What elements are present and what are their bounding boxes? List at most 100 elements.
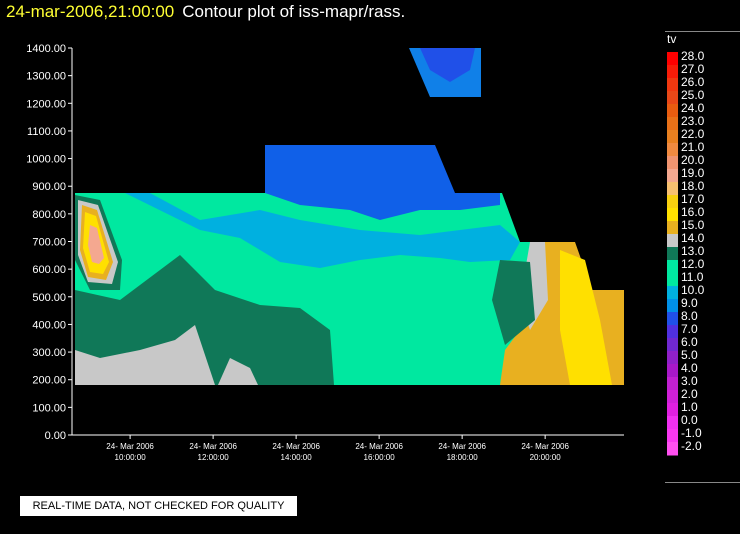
colorbar-swatch [667,143,678,157]
contour-region-yellow [560,250,612,385]
colorbar-label: 4.0 [681,361,698,375]
contour-region-darkgreen-right [492,260,535,345]
contour-region-deepblue [420,48,475,82]
colorbar-label: 26.0 [681,75,705,89]
colorbar-label: 3.0 [681,374,698,388]
colorbar-label: 23.0 [681,114,705,128]
colorbar-label: 10.0 [681,283,705,297]
colorbar-swatch [667,117,678,131]
colorbar-swatch [667,195,678,209]
colorbar-label: 21.0 [681,140,705,154]
colorbar-swatch [667,247,678,261]
colorbar-swatch [667,325,678,339]
colorbar-swatch [667,442,678,456]
x-tick-label-time: 12:00:00 [198,453,230,462]
quality-notice: REAL-TIME DATA, NOT CHECKED FOR QUALITY [20,496,297,516]
x-tick-label-time: 20:00:00 [530,453,562,462]
colorbar-swatch [667,91,678,105]
colorbar-label: 15.0 [681,218,705,232]
y-tick-label: 900.00 [32,181,66,193]
y-tick-label: 0.00 [45,430,66,442]
colorbar-label: 27.0 [681,62,705,76]
y-tick-label: 500.00 [32,292,66,304]
colorbar-label: 17.0 [681,192,705,206]
y-tick-label: 400.00 [32,319,66,331]
chart-title: 24-mar-2006,21:00:00 Contour plot of iss-… [6,2,405,22]
x-tick-label-date: 24- Mar 2006 [106,442,154,451]
colorbar-label: 12.0 [681,257,705,271]
y-tick-label: 1000.00 [26,154,66,166]
x-tick-label-time: 10:00:00 [115,453,147,462]
y-tick-label: 1400.00 [26,43,66,55]
colorbar-swatch [667,156,678,170]
colorbar-label: 5.0 [681,348,698,362]
colorbar-swatch [667,208,678,222]
y-tick-label: 200.00 [32,375,66,387]
colorbar-label: 9.0 [681,296,698,310]
colorbar-label: 11.0 [681,270,704,284]
y-tick-label: 1300.00 [26,71,66,83]
x-tick-label-date: 24- Mar 2006 [438,442,486,451]
colorbar-swatch [667,65,678,79]
colorbar-swatch [667,299,678,313]
plot-area [75,48,624,385]
colorbar-swatch [667,260,678,274]
colorbar-title: tv [667,32,677,46]
colorbar-label: 8.0 [681,309,698,323]
colorbar-swatch [667,78,678,92]
colorbar-top-rule [665,31,740,32]
colorbar-swatch [667,104,678,118]
colorbar-label: 24.0 [681,101,705,115]
colorbar-label: 19.0 [681,166,705,180]
title-timestamp: 24-mar-2006,21:00:00 [6,2,175,21]
contour-region-lightblue [125,193,520,268]
colorbar-swatch [667,403,678,417]
colorbar-swatch [667,377,678,391]
colorbar-label: 20.0 [681,153,705,167]
x-tick-label-time: 16:00:00 [364,453,396,462]
y-tick-label: 700.00 [32,237,66,249]
colorbar-swatch [667,234,678,248]
colorbar-label: 1.0 [681,400,698,414]
colorbar-label: 6.0 [681,335,698,349]
colorbar-swatch [667,182,678,196]
x-tick-label-date: 24- Mar 2006 [189,442,237,451]
colorbar-label: 22.0 [681,127,705,141]
y-tick-label: 800.00 [32,209,66,221]
colorbar-label: 0.0 [681,413,698,427]
x-tick-label-time: 14:00:00 [281,453,313,462]
colorbar-swatch [667,390,678,404]
colorbar-bottom-rule [665,482,740,483]
colorbar-label: -2.0 [681,439,702,453]
y-tick-label: 1100.00 [27,126,66,138]
colorbar-swatch [667,338,678,352]
colorbar-swatch [667,364,678,378]
y-tick-label: 1200.00 [26,98,66,110]
colorbar-label: 25.0 [681,88,705,102]
colorbar-swatch [667,351,678,365]
y-tick-label: 100.00 [32,402,66,414]
title-text: Contour plot of iss-mapr/rass. [182,2,406,21]
colorbar-label: 16.0 [681,205,705,219]
colorbar-swatch [667,273,678,287]
colorbar-swatch [667,429,678,443]
colorbar-label: -1.0 [681,426,702,440]
x-tick-label-date: 24- Mar 2006 [272,442,320,451]
colorbar-label: 28.0 [681,49,705,63]
x-tick-label-time: 18:00:00 [447,453,479,462]
colorbar [667,52,678,456]
colorbar-swatch [667,221,678,235]
colorbar-label: 13.0 [681,244,705,258]
x-tick-label-date: 24- Mar 2006 [355,442,403,451]
contour-region-blue [265,145,500,220]
colorbar-swatch [667,52,678,66]
colorbar-label: 18.0 [681,179,705,193]
colorbar-swatch [667,416,678,430]
y-axis-ticks: 1400.00 1300.00 1200.00 1100.00 1000.00 900.0… [26,43,72,442]
colorbar-label: 2.0 [681,387,698,401]
colorbar-swatch [667,130,678,144]
contour-region-spot-pink [88,225,104,264]
contour-region-grey-2 [218,358,258,385]
contour-region-grey [75,325,215,385]
